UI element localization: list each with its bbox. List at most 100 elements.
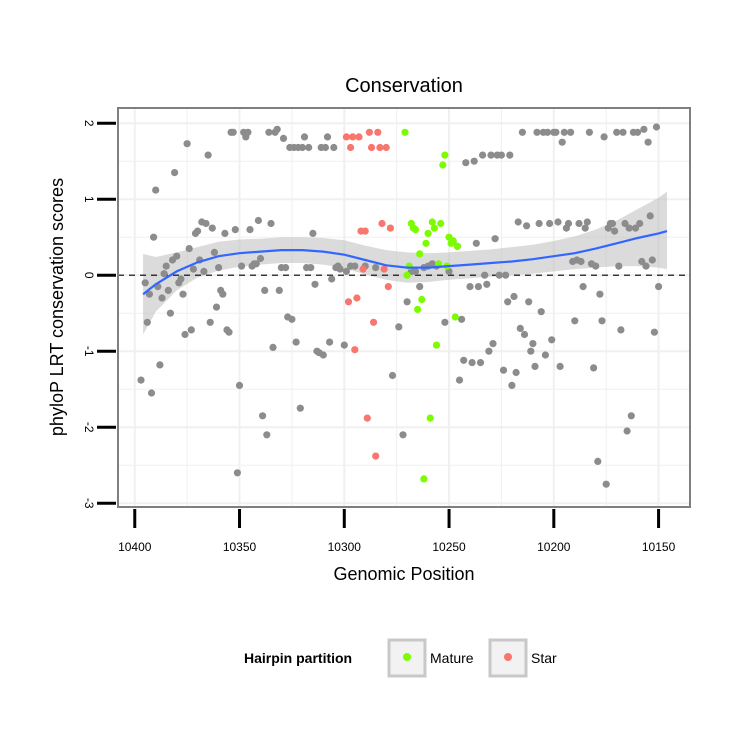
data-point-other — [575, 219, 583, 228]
data-point-other — [537, 308, 545, 316]
data-point-other — [491, 235, 499, 243]
data-point-mature — [449, 237, 457, 245]
x-axis: 10400 10350 10300 10250 10200 10150 — [118, 509, 676, 554]
data-point-other — [279, 134, 288, 142]
data-point-other — [189, 265, 197, 273]
data-point-other — [650, 328, 659, 336]
x-tick-label: 10250 — [432, 540, 466, 554]
data-point-other — [263, 431, 271, 439]
data-point-other — [141, 279, 149, 287]
data-point-other — [598, 317, 606, 325]
data-point-other — [212, 303, 221, 311]
data-point-star — [382, 143, 390, 152]
data-point-other — [571, 317, 579, 325]
y-tick-label: 2 — [82, 120, 96, 127]
data-point-other — [508, 381, 516, 389]
data-point-other — [520, 330, 529, 339]
data-point-star — [367, 143, 376, 152]
data-point-other — [552, 128, 560, 136]
data-point-star — [349, 133, 357, 141]
data-point-other — [502, 271, 510, 279]
data-point-mature — [451, 313, 459, 321]
data-point-other — [625, 224, 633, 232]
data-point-other — [579, 283, 587, 291]
data-point-other — [388, 371, 397, 380]
data-point-mature — [426, 414, 434, 422]
data-point-other — [259, 412, 267, 420]
scatter-points — [137, 123, 663, 488]
data-point-other — [145, 290, 153, 298]
data-point-other — [615, 262, 623, 270]
data-point-other — [644, 138, 652, 146]
data-point-other — [617, 326, 625, 334]
data-point-other — [181, 330, 189, 339]
grid-lines — [118, 108, 690, 507]
data-point-star — [380, 265, 388, 273]
chart-title: Conservation — [345, 75, 463, 97]
data-point-other — [611, 227, 619, 235]
data-point-mature — [430, 224, 438, 232]
data-point-other — [254, 216, 262, 225]
data-point-other — [200, 267, 208, 275]
data-point-other — [623, 427, 631, 435]
y-tick-label: 0 — [82, 272, 96, 279]
data-point-mature — [424, 229, 432, 237]
data-point-other — [640, 125, 648, 133]
data-point-other — [215, 264, 223, 272]
x-tick-label: 10350 — [223, 540, 257, 554]
data-point-other — [567, 128, 575, 136]
data-point-star — [374, 128, 382, 136]
data-point-other — [309, 229, 317, 237]
data-point-star — [344, 298, 353, 306]
data-point-other — [261, 286, 269, 294]
data-point-other — [652, 123, 661, 131]
data-point-other — [514, 218, 522, 226]
smooth-fit-line — [142, 230, 668, 296]
data-point-other — [489, 340, 497, 348]
data-point-other — [583, 218, 591, 226]
data-point-other — [525, 298, 533, 306]
data-point-other — [485, 347, 493, 355]
x-axis-title: Genomic Position — [333, 564, 474, 584]
data-point-mature — [401, 128, 409, 136]
data-point-other — [535, 219, 543, 228]
data-point-other — [560, 128, 568, 136]
data-point-star — [386, 224, 394, 232]
data-point-other — [210, 248, 218, 256]
x-tick-label: 10300 — [328, 540, 362, 554]
data-point-other — [143, 318, 151, 326]
data-point-other — [621, 219, 629, 228]
data-point-other — [194, 227, 202, 235]
data-point-other — [627, 412, 635, 420]
y-tick-label: -3 — [82, 498, 96, 509]
data-point-other — [554, 218, 562, 226]
data-point-other — [351, 262, 359, 270]
data-point-other — [646, 212, 654, 220]
data-point-other — [476, 359, 485, 367]
data-point-other — [342, 267, 350, 275]
data-point-other — [596, 290, 604, 298]
data-point-other — [510, 292, 518, 301]
data-point-other — [183, 140, 191, 148]
legend: Hairpin partition Mature Star — [244, 638, 557, 678]
data-point-other — [307, 264, 315, 272]
data-point-mature — [403, 271, 411, 279]
data-point-other — [328, 275, 336, 283]
data-point-other — [273, 125, 281, 133]
data-point-star — [370, 318, 378, 326]
data-point-other — [187, 326, 195, 334]
data-point-other — [613, 128, 621, 136]
plot-panel-border — [117, 107, 691, 508]
data-point-other — [592, 262, 600, 270]
data-point-other — [171, 169, 179, 177]
data-point-other — [152, 186, 160, 194]
data-point-other — [336, 265, 344, 273]
data-point-star — [378, 219, 386, 228]
data-point-other — [634, 128, 642, 136]
y-axis: -3 -2 -1 0 1 2 — [82, 120, 116, 509]
data-point-other — [577, 257, 585, 266]
data-point-other — [244, 128, 252, 136]
data-point-other — [460, 356, 468, 364]
data-point-star — [376, 143, 384, 152]
